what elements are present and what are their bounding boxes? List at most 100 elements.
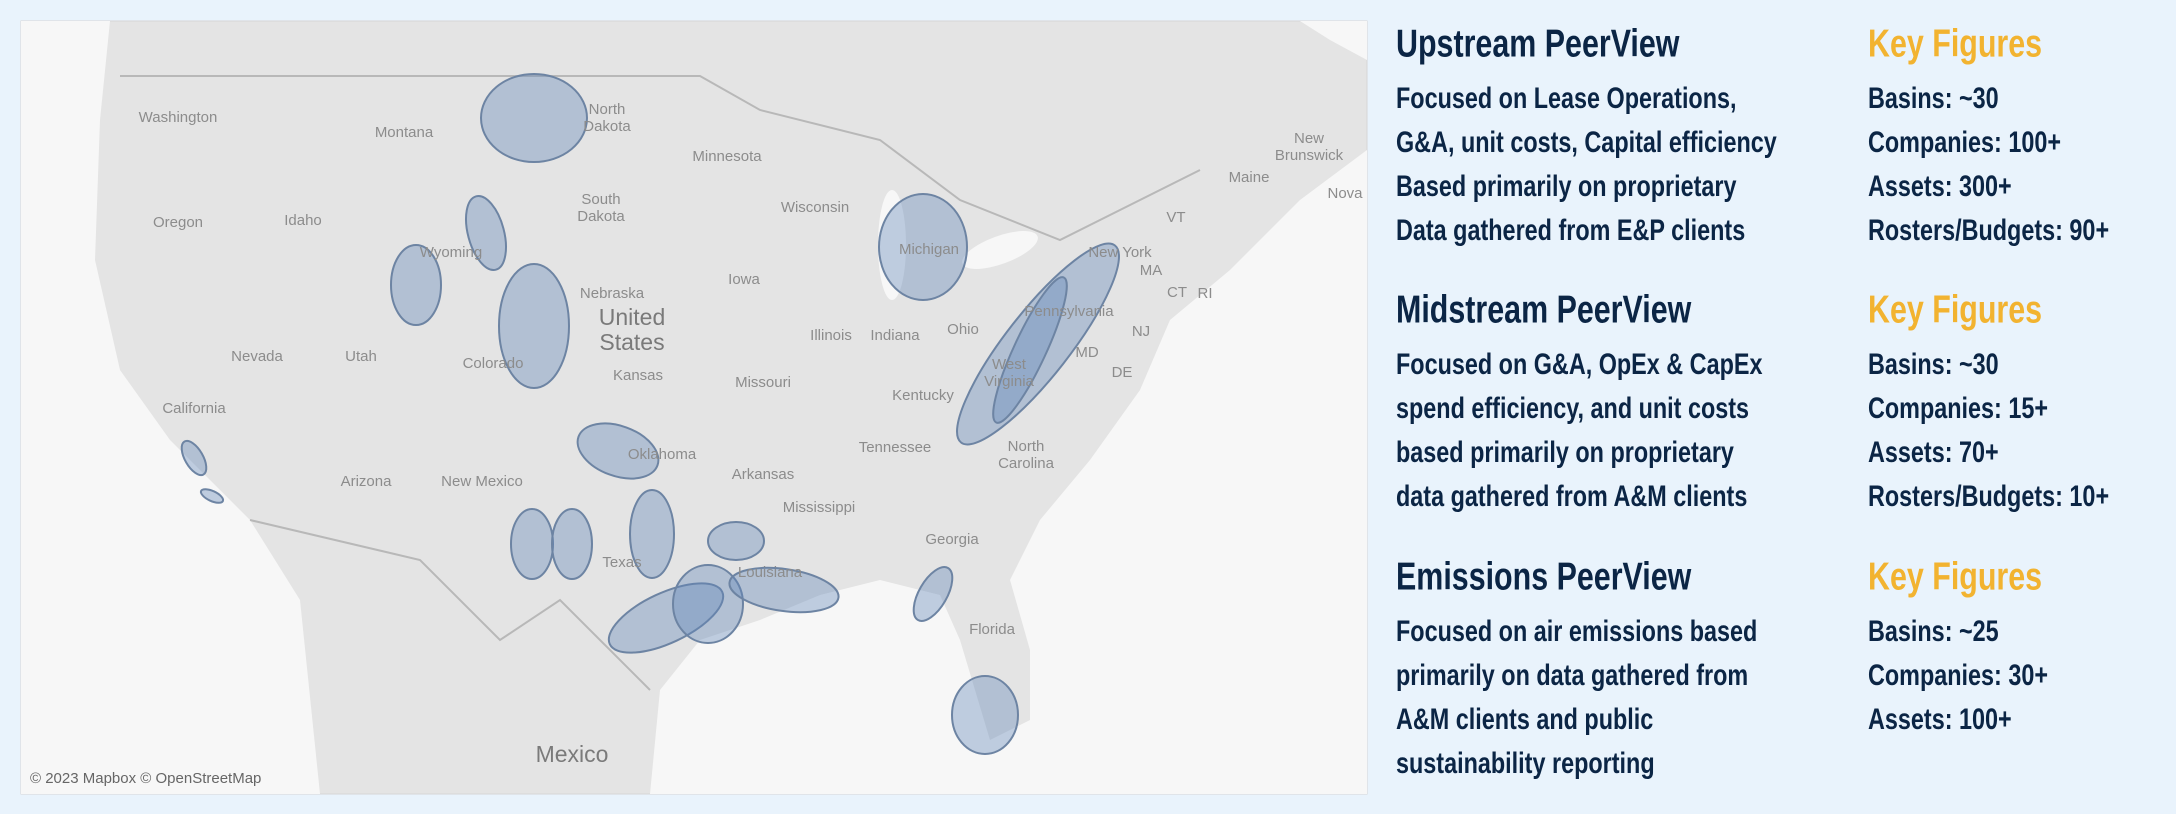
basin [199,488,225,504]
lake [962,231,1038,269]
map-label: Tennessee [859,439,932,456]
key-figure: Assets: 300+ [1868,169,2012,202]
map-label: Illinois [810,327,852,344]
map-label: RI [1198,285,1213,302]
key-figure: Basins: ~30 [1868,347,1999,380]
basin [956,242,1120,446]
description-line: spend efficiency, and unit costs [1396,391,1749,424]
basin [465,195,507,271]
basin [707,521,765,561]
map-label: Wyoming [420,244,482,261]
description-line: G&A, unit costs, Capital efficiency [1396,125,1777,158]
map-label: New York [1088,244,1152,261]
description-line: Focused on air emissions based [1396,614,1757,647]
map-label: Nevada [231,348,283,365]
map-label: Missouri [735,374,791,391]
description-line: Data gathered from E&P clients [1396,213,1745,246]
map-label: Indiana [870,327,920,344]
basin [390,244,442,326]
map-label: West [992,356,1027,373]
map-label: CT [1167,284,1187,301]
map-label: States [599,329,664,355]
map-labels: WashingtonMontanaNorthDakotaMinnesotaOre… [139,101,1363,767]
map-label: Michigan [899,241,959,258]
map-label: United [599,304,665,330]
key-figures-title: Key Figures [1868,555,2042,598]
map-label: VT [1166,209,1185,226]
border [120,75,1201,242]
map-label: Minnesota [692,148,762,165]
description-line: Based primarily on proprietary [1396,169,1737,202]
key-figures-title: Key Figures [1868,22,2042,65]
basin [480,73,588,163]
basin [878,193,968,301]
basin [576,422,660,480]
map-label: Kentucky [892,387,954,404]
description-line: based primarily on proprietary [1396,435,1734,468]
key-figure: Assets: 70+ [1868,435,1999,468]
basin [180,439,208,477]
map-label: Oklahoma [628,446,697,463]
text-panel: Upstream PeerView Key Figures Focused on L… [1396,22,2109,780]
basin [951,675,1019,755]
description-line: Focused on G&A, OpEx & CapEx [1396,347,1763,380]
basin [498,263,570,389]
map-label: MD [1075,344,1098,361]
map-label: Dakota [583,118,631,135]
basin [551,508,593,580]
map-label: NJ [1132,323,1150,340]
basin [629,489,675,579]
key-figure: Companies: 100+ [1868,125,2061,158]
key-figure: Rosters/Budgets: 90+ [1868,213,2109,246]
basin [728,566,840,614]
key-figure: Basins: ~30 [1868,81,1999,114]
basin [607,582,725,654]
section-title: Upstream PeerView [1396,22,1680,65]
map: WashingtonMontanaNorthDakotaMinnesotaOre… [20,20,1368,795]
map-label: Colorado [463,355,524,372]
map-label: Carolina [998,455,1055,472]
map-label: Iowa [728,271,760,288]
map-label: South [581,191,620,208]
map-label: Wisconsin [781,199,849,216]
map-label: North [589,101,626,118]
map-label: Virginia [984,373,1034,390]
map-label: New [1294,130,1324,147]
map-label: Florida [969,621,1016,638]
key-figures-title: Key Figures [1868,288,2042,331]
border [249,519,651,691]
description-line: data gathered from A&M clients [1396,479,1747,512]
map-label: Brunswick [1275,147,1344,164]
map-label: Mississippi [783,499,856,516]
key-figure: Companies: 30+ [1868,658,2048,691]
map-label: California [162,400,226,417]
map-label: Montana [375,124,434,141]
map-label: Nebraska [580,285,645,302]
basin [912,566,954,622]
map-label: North [1008,438,1045,455]
key-figure: Rosters/Budgets: 10+ [1868,479,2109,512]
map-label: Dakota [577,208,625,225]
map-label: Utah [345,348,377,365]
map-label: Kansas [613,367,663,384]
attribution: © 2023 Mapbox © OpenStreetMap [30,770,261,787]
map-label: Nova [1327,185,1363,202]
map-label: Oregon [153,214,203,231]
description-line: sustainability reporting [1396,746,1655,779]
map-label: Georgia [925,531,979,548]
ocean [1300,21,1367,60]
map-label: New Mexico [441,473,523,490]
map-label: Maine [1229,169,1270,186]
description-line: primarily on data gathered from [1396,658,1748,691]
map-label: Washington [139,109,218,126]
map-label: Mexico [536,741,609,767]
map-label: Arizona [341,473,393,490]
ocean [650,150,1367,794]
basins [180,73,1120,755]
map-label: Idaho [284,212,322,229]
section-title: Emissions PeerView [1396,555,1692,598]
map-label: MA [1140,262,1163,279]
map-label: Pennsylvania [1024,303,1114,320]
basin [992,276,1068,424]
